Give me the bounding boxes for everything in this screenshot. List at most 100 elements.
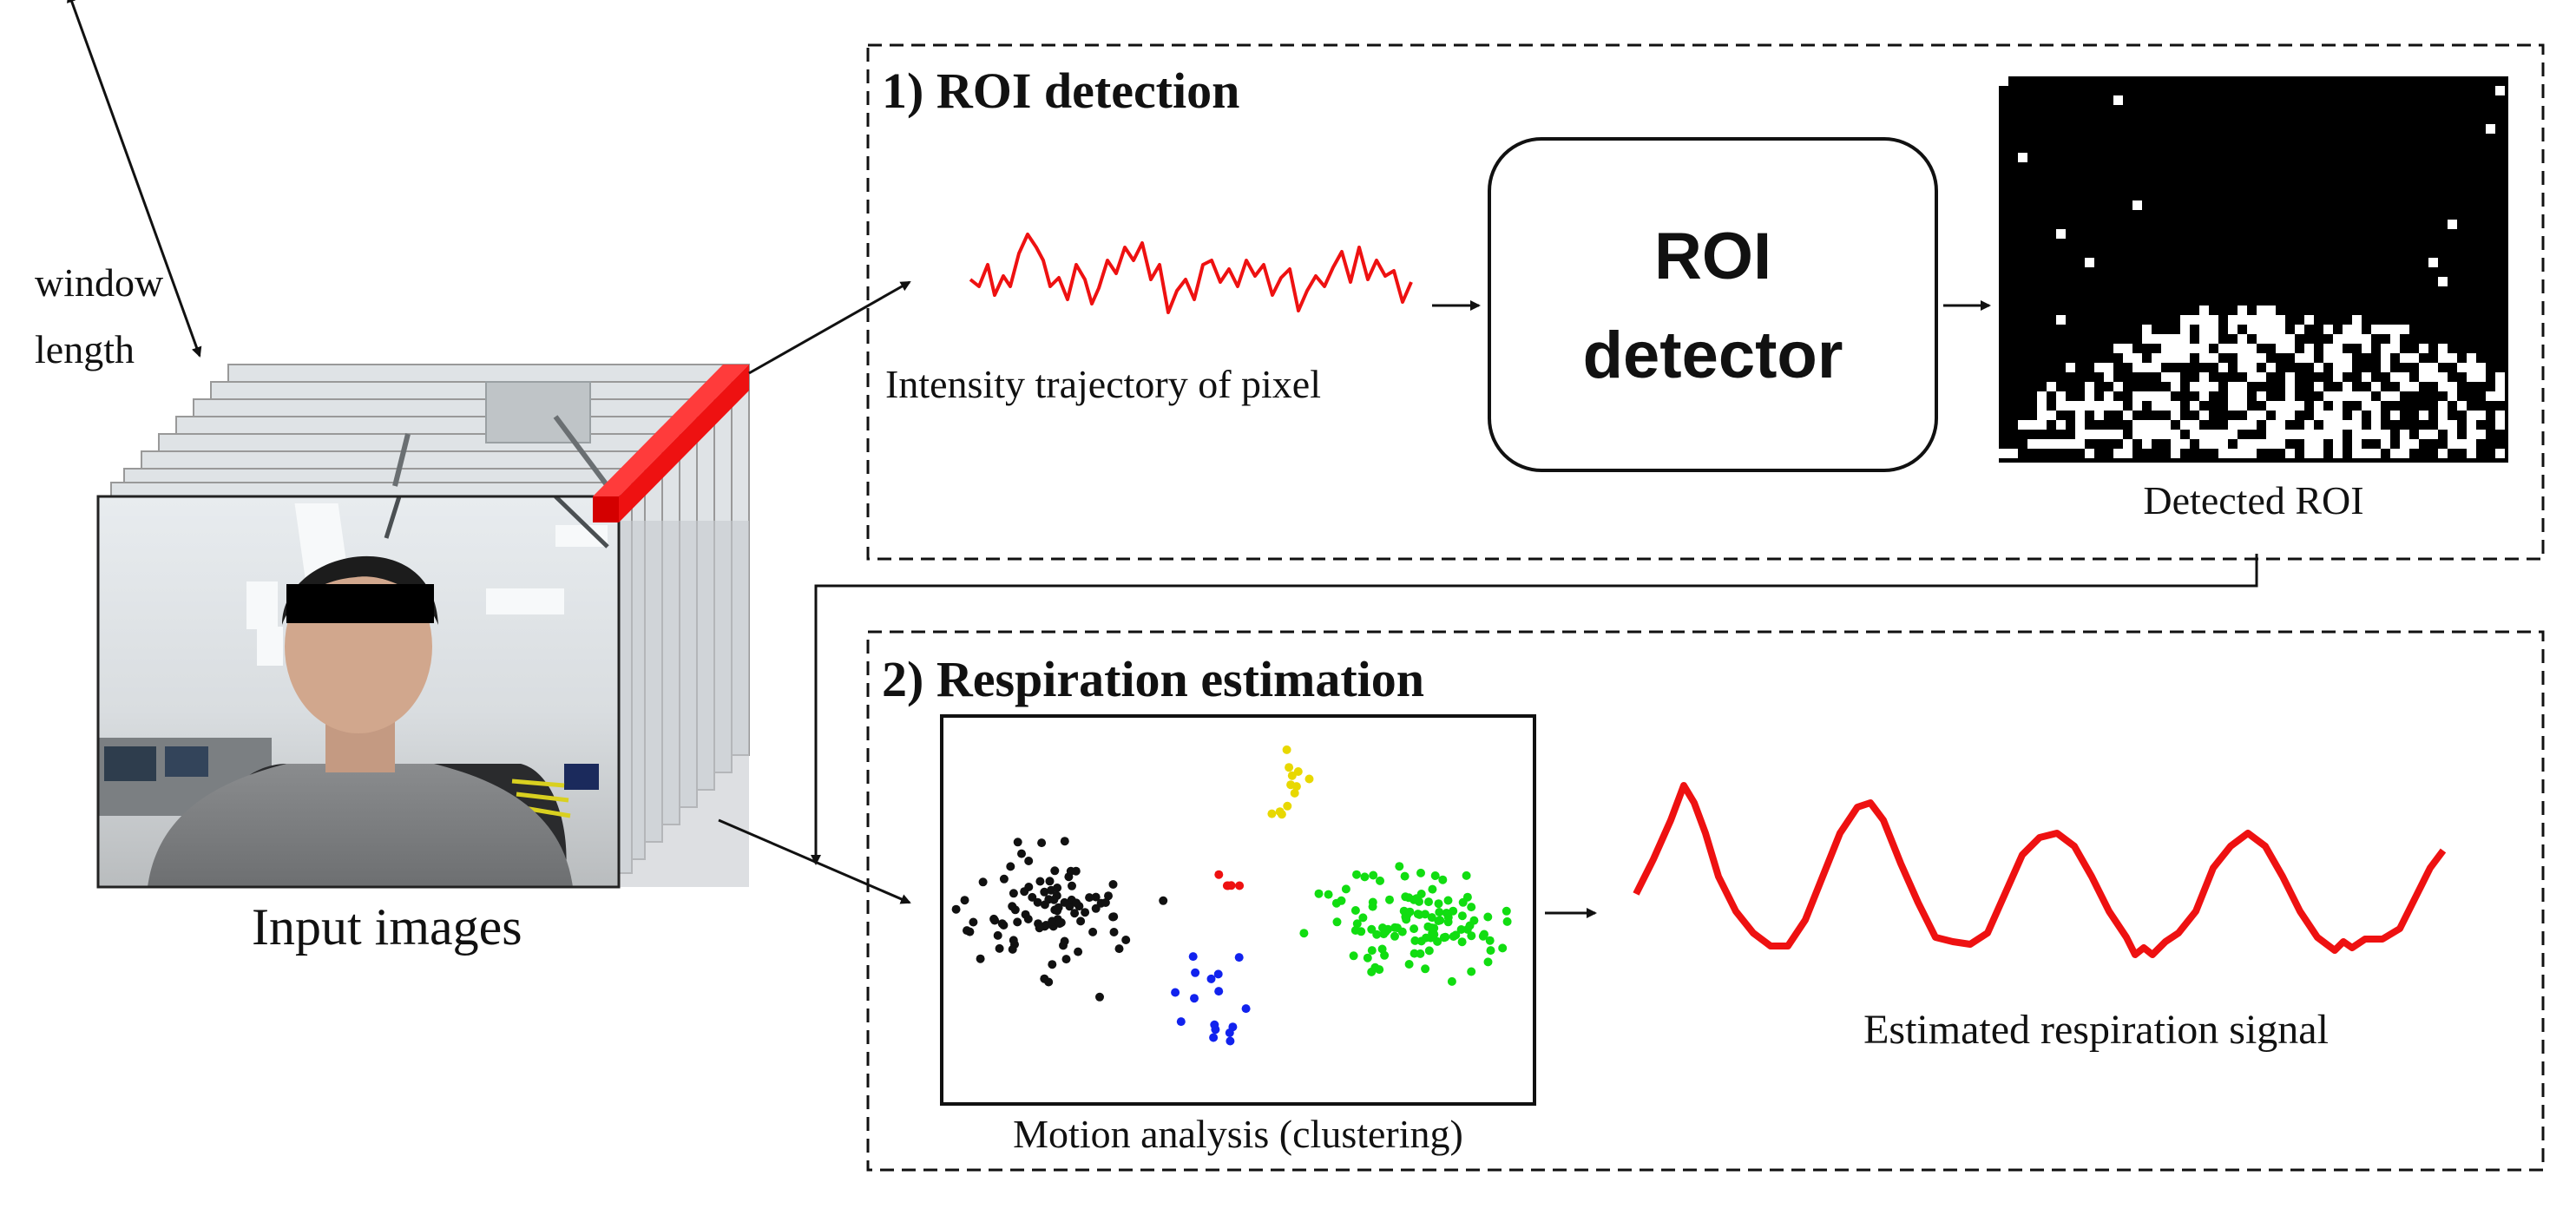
roi-pixel	[2018, 153, 2027, 162]
roi-pixel	[2333, 334, 2343, 344]
roi-pixel	[2238, 439, 2247, 449]
roi-pixel	[2381, 439, 2390, 449]
roi-pixel	[2238, 353, 2247, 363]
roi-pixel	[2362, 344, 2371, 353]
roi-pixel	[2257, 306, 2266, 315]
roi-pixel	[2075, 430, 2085, 439]
roi-pixel	[2343, 363, 2352, 372]
cluster-point	[976, 954, 985, 963]
roi-pixel	[2075, 439, 2085, 449]
roi-pixel	[2142, 334, 2152, 344]
cluster-point	[1352, 919, 1362, 929]
roi-pixel	[2343, 420, 2352, 430]
cluster-point	[1357, 927, 1366, 936]
roi-pixel	[2132, 420, 2142, 430]
cluster-point	[1008, 944, 1017, 954]
roi-pixel	[2276, 411, 2285, 420]
roi-pixel	[2486, 391, 2495, 401]
roi-pixel	[2314, 363, 2323, 372]
cluster-point	[1429, 930, 1439, 939]
roi-pixel	[2352, 411, 2362, 420]
cluster-point	[1009, 936, 1018, 945]
roi-pixel	[2295, 325, 2304, 334]
cluster-point	[1402, 915, 1411, 924]
roi-pixel	[2371, 430, 2381, 439]
roi-pixel	[2333, 449, 2343, 458]
roi-pixel	[2400, 382, 2409, 391]
roi-pixel	[2247, 315, 2257, 325]
roi-pixel	[2037, 411, 2047, 420]
cluster-point	[1190, 994, 1199, 1003]
roi-pixel	[2362, 334, 2371, 344]
roi-pixel	[2381, 344, 2390, 353]
roi-pixel	[2304, 439, 2314, 449]
roi-pixel	[2285, 401, 2295, 411]
roi-pixel	[2314, 382, 2323, 391]
roi-pixel	[2056, 391, 2066, 401]
cluster-point	[1191, 968, 1200, 977]
cluster-point	[1091, 892, 1101, 902]
cluster-point	[1427, 913, 1436, 923]
roi-pixel	[2180, 353, 2190, 363]
cluster-point	[1290, 788, 1299, 798]
cluster-point	[1021, 910, 1030, 919]
roi-pixel	[2113, 401, 2123, 411]
roi-pixel	[2304, 315, 2314, 325]
cluster-point	[1033, 897, 1042, 907]
cluster-point	[1114, 944, 1124, 954]
roi-pixel	[2333, 391, 2343, 401]
roi-pixel	[2323, 353, 2333, 363]
cluster-point	[1457, 937, 1467, 947]
roi-pixel	[2142, 325, 2152, 334]
roi-pixel	[2190, 344, 2199, 353]
roi-pixel	[2448, 439, 2457, 449]
roi-pixel	[2132, 200, 2142, 210]
roi-pixel	[2142, 363, 2152, 372]
roi-pixel	[2438, 401, 2448, 411]
roi-pixel	[2008, 449, 2018, 458]
roi-pixel	[2381, 430, 2390, 439]
roi-pixel	[2238, 315, 2247, 325]
roi-pixel	[1999, 449, 2008, 458]
roi-pixel	[2333, 420, 2343, 430]
roi-pixel	[2247, 344, 2257, 353]
roi-pixel	[2438, 344, 2448, 353]
cluster-point	[1395, 862, 1404, 871]
roi-pixel	[2390, 344, 2400, 353]
roi-pixel	[2295, 401, 2304, 411]
roi-pixel	[2180, 325, 2190, 334]
roi-pixel	[2247, 353, 2257, 363]
roi-pixel	[2295, 430, 2304, 439]
roi-pixel	[2419, 430, 2428, 439]
cluster-point	[1035, 923, 1044, 933]
cluster-point	[1462, 871, 1471, 880]
roi-pixel	[2476, 372, 2486, 382]
roi-pixel	[2257, 334, 2266, 344]
roi-pixel	[2438, 353, 2448, 363]
roi-pixel	[2428, 372, 2438, 382]
roi-pixel	[2285, 372, 2295, 382]
roi-pixel	[2247, 411, 2257, 420]
roi-pixel	[2238, 391, 2247, 401]
cluster-point	[1367, 924, 1377, 934]
roi-pixel	[2190, 401, 2199, 411]
roi-pixel	[2152, 334, 2161, 344]
roi-pixel	[2094, 411, 2104, 420]
roi-pixel	[2209, 439, 2218, 449]
roi-pixel	[2257, 353, 2266, 363]
roi-pixel	[2495, 449, 2505, 458]
roi-pixel	[2352, 430, 2362, 439]
roi-pixel	[2371, 449, 2381, 458]
respiration-signal-line	[1633, 782, 2447, 958]
roi-pixel	[2343, 382, 2352, 391]
cluster-point	[1085, 893, 1094, 903]
roi-pixel	[2085, 401, 2094, 411]
roi-pixel	[2209, 382, 2218, 391]
roi-pixel	[2285, 382, 2295, 391]
roi-pixel	[2180, 420, 2190, 430]
roi-pixel	[2266, 306, 2276, 315]
cluster-point	[1121, 936, 1131, 944]
roi-pixel	[2180, 344, 2190, 353]
cluster-point	[1108, 880, 1118, 889]
cluster-point	[1433, 936, 1442, 946]
